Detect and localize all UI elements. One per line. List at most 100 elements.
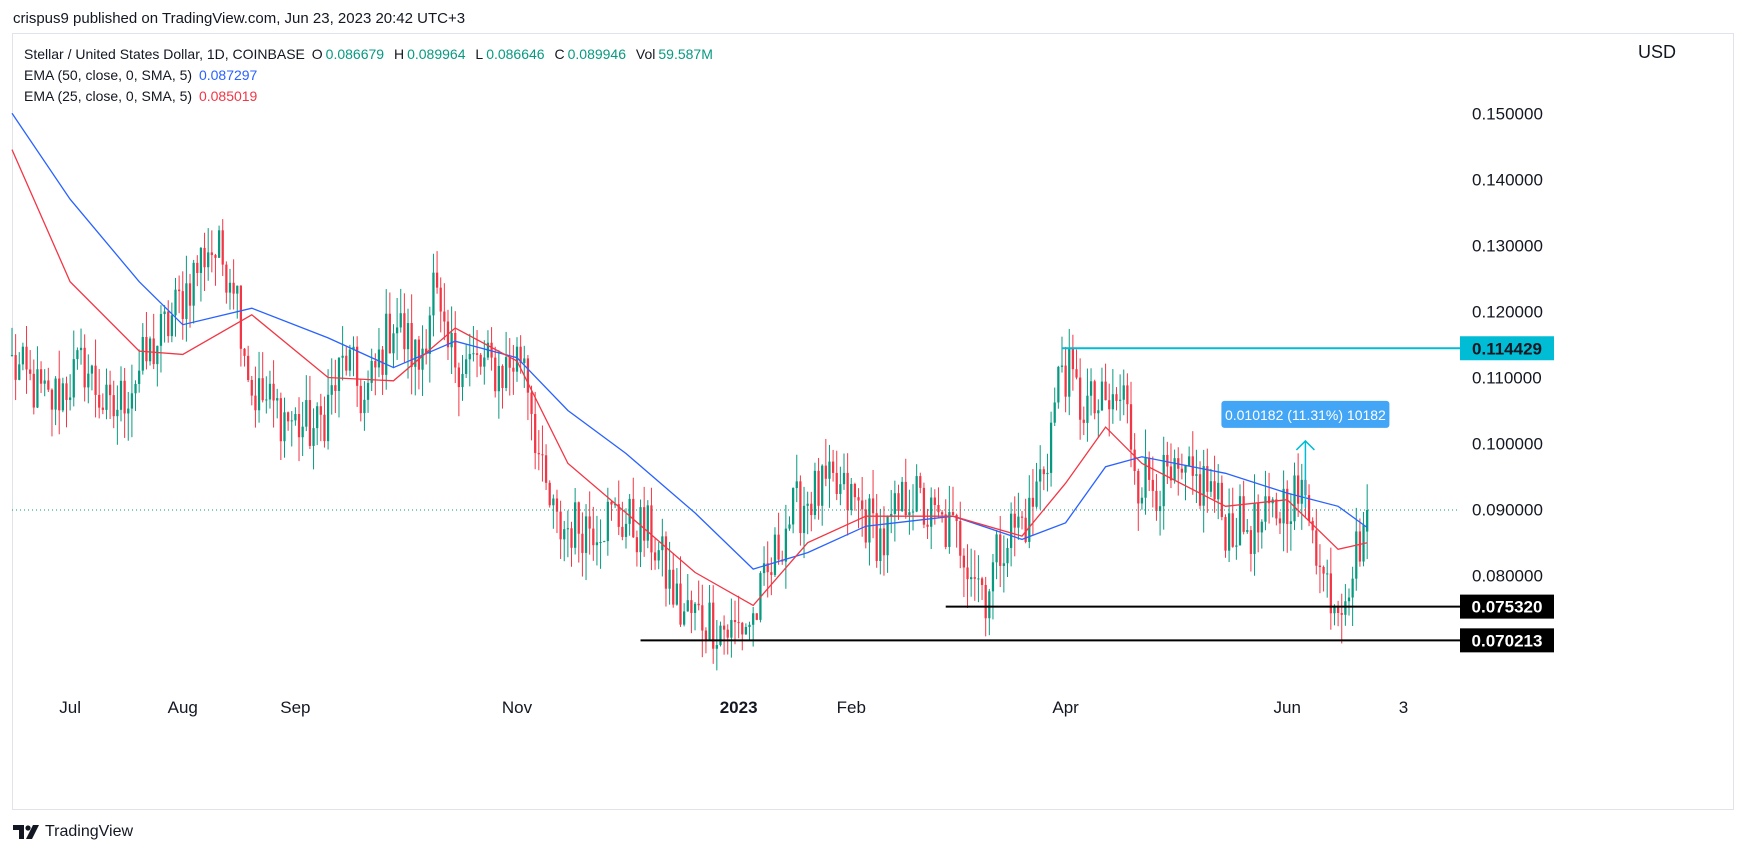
candle-body	[1020, 516, 1024, 518]
candle-body	[1355, 531, 1358, 579]
candle-body	[726, 629, 729, 638]
measure-label: 0.010182 (11.31%) 10182	[1225, 407, 1386, 423]
candle-body	[435, 272, 439, 288]
candle-body	[1180, 468, 1184, 473]
candle-body	[584, 516, 588, 553]
legend-ema25-row[interactable]: EMA (25, close, 0, SMA, 5) 0.085019	[24, 86, 719, 107]
candle-body	[254, 395, 257, 411]
candle-body	[944, 514, 947, 547]
published-byline: crispus9 published on TradingView.com, J…	[13, 10, 466, 27]
candle-body	[348, 349, 352, 371]
candle-body	[802, 505, 806, 534]
candle-body	[1071, 348, 1075, 370]
candle-body	[606, 501, 609, 542]
candle-body	[90, 365, 94, 374]
candle-body	[813, 470, 817, 516]
candle-body	[170, 315, 173, 337]
candle-body	[1158, 506, 1162, 512]
candle-body	[930, 497, 933, 527]
candle-body	[1220, 482, 1223, 518]
candle-body	[748, 624, 751, 627]
candle-body	[10, 355, 14, 357]
candle-body	[991, 562, 995, 592]
candle-body	[334, 385, 337, 391]
candle-body	[948, 512, 951, 547]
candle-body	[1082, 419, 1085, 423]
candle-body	[112, 395, 115, 417]
candle-body	[1042, 469, 1045, 475]
candle-body	[1137, 470, 1140, 504]
candle-body	[570, 528, 573, 548]
candle-body	[853, 483, 857, 498]
candle-body	[395, 327, 399, 334]
candle-body	[1089, 381, 1093, 396]
candle-body	[519, 346, 522, 363]
candle-body	[664, 536, 668, 589]
candle-body	[628, 498, 631, 524]
x-tick-label: Apr	[1052, 698, 1079, 717]
candle-body	[250, 379, 253, 396]
y-tick-label: 0.120000	[1472, 302, 1543, 321]
candle-body	[875, 513, 878, 561]
candle-body	[305, 400, 308, 427]
chart-frame	[12, 33, 1734, 810]
candle-body	[1104, 381, 1107, 401]
candle-body	[744, 626, 748, 635]
candle-body	[1053, 402, 1056, 423]
candle-body	[138, 370, 141, 385]
candle-body	[544, 455, 548, 483]
candle-body	[1064, 365, 1067, 397]
ema50-line	[11, 112, 1368, 570]
candle-body	[1108, 400, 1111, 410]
candle-body	[1144, 457, 1147, 498]
candle-body	[1173, 458, 1176, 481]
candle-body	[483, 357, 486, 367]
candle-body	[159, 314, 163, 346]
candle-body	[537, 453, 540, 455]
x-tick-label: Jul	[59, 698, 81, 717]
legend-ema50-row[interactable]: EMA (50, close, 0, SMA, 5) 0.087297	[24, 65, 719, 86]
candle-body	[683, 611, 686, 625]
candle-body	[1242, 496, 1245, 532]
candle-body	[425, 348, 428, 354]
candle-body	[821, 465, 824, 506]
candle-body	[1351, 578, 1354, 598]
candle-body	[1253, 502, 1256, 554]
candle-body	[1151, 479, 1154, 491]
resistance-level-tag	[1460, 336, 1554, 361]
candle-body	[1282, 488, 1285, 524]
candle-body	[970, 577, 973, 580]
y-tick-label: 0.130000	[1472, 236, 1543, 255]
candle-body	[1315, 530, 1318, 566]
candle-body	[879, 528, 882, 561]
candle-body	[1300, 479, 1303, 504]
candle-body	[897, 493, 900, 511]
candle-body	[926, 524, 929, 527]
candle-body	[646, 505, 649, 541]
candle-body	[871, 498, 875, 514]
candle-body	[1115, 394, 1118, 401]
candle-body	[356, 346, 359, 386]
candle-body	[1035, 481, 1038, 507]
candle-body	[919, 476, 922, 488]
candle-body	[1093, 381, 1096, 414]
candle-body	[276, 398, 279, 401]
price-axis-currency[interactable]: USD	[1638, 42, 1677, 62]
candle-body	[893, 493, 896, 514]
candle-body	[766, 563, 769, 573]
y-tick-label: 0.150000	[1472, 104, 1543, 123]
candle-body	[904, 481, 907, 516]
candle-body	[98, 394, 101, 408]
x-tick-label: Sep	[280, 698, 310, 717]
legend-ema25-label: EMA (25, close, 0, SMA, 5)	[24, 88, 193, 104]
candle-body	[207, 252, 210, 268]
candle-body	[762, 563, 766, 574]
candle-body	[290, 420, 293, 422]
candle-body	[523, 358, 526, 363]
candle-body	[308, 400, 312, 446]
tradingview-footer[interactable]: TradingView	[13, 823, 133, 841]
candle-body	[203, 247, 206, 268]
candle-body	[127, 408, 130, 414]
x-tick-label: Feb	[837, 698, 866, 717]
